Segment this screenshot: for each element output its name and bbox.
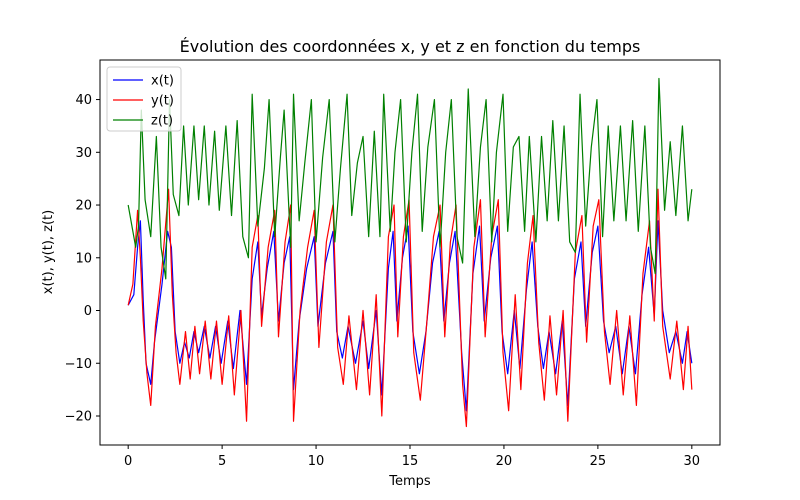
x-tick-label: 30 bbox=[684, 454, 701, 469]
plot-area bbox=[99, 59, 721, 446]
axes-background bbox=[100, 60, 720, 445]
y-tick-label: 10 bbox=[75, 251, 92, 266]
legend-label-2: z(t) bbox=[151, 114, 173, 129]
y-tick-label: −10 bbox=[65, 357, 92, 372]
x-tick-label: 0 bbox=[124, 454, 132, 469]
y-tick-label: 20 bbox=[75, 199, 92, 214]
y-axis-ticks: −20 −10 0 10 20 30 40 bbox=[65, 93, 100, 424]
legend-label-0: x(t) bbox=[151, 74, 174, 89]
x-axis-label: Temps bbox=[388, 474, 431, 489]
x-tick-label: 15 bbox=[402, 454, 419, 469]
y-tick-label: 30 bbox=[75, 146, 92, 161]
legend-box bbox=[106, 66, 182, 132]
x-tick-label: 20 bbox=[496, 454, 513, 469]
series-line-1 bbox=[127, 188, 693, 428]
legend: x(t) y(t) z(t) bbox=[106, 66, 182, 132]
x-tick-label: 25 bbox=[590, 454, 607, 469]
series-layer bbox=[127, 77, 693, 428]
y-axis-label: x(t), y(t), z(t) bbox=[41, 210, 56, 294]
x-axis-ticks: 0 5 10 15 20 25 30 bbox=[124, 445, 700, 469]
y-tick-label: 40 bbox=[75, 93, 92, 108]
chart-title: Évolution des coordonnées x, y et z en f… bbox=[180, 37, 641, 56]
x-tick-label: 5 bbox=[218, 454, 226, 469]
y-tick-label: −20 bbox=[65, 409, 92, 424]
x-tick-label: 10 bbox=[308, 454, 325, 469]
legend-label-1: y(t) bbox=[151, 94, 174, 109]
y-tick-label: 0 bbox=[84, 304, 92, 319]
series-line-2 bbox=[127, 77, 693, 280]
